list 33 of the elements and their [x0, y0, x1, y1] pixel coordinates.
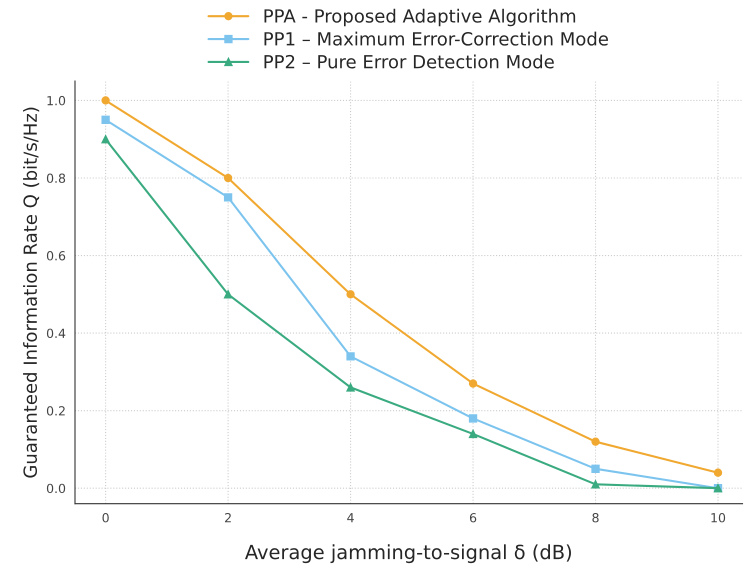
point [591, 480, 600, 489]
legend-label: PPA - Proposed Adaptive Algorithm [264, 8, 576, 26]
point [101, 116, 110, 124]
point [346, 290, 355, 298]
point [101, 96, 110, 105]
y-tick-label: 0.8 [46, 173, 66, 183]
point [714, 468, 722, 477]
x-tick-label: 0 [102, 512, 109, 522]
y-tick-label: 0.4 [46, 328, 66, 338]
y-tick-label: 0.6 [46, 251, 66, 260]
y-tick-label: 1.0 [47, 96, 66, 106]
y-axis-title: Guaranteed Information Rate Q (bit/s/Hz) [23, 108, 40, 478]
x-tick-label: 6 [470, 512, 476, 522]
x-axis-title: Average jamming-to-signal δ (dB) [244, 544, 571, 564]
point [224, 193, 232, 202]
y-tick-label: 0.2 [46, 406, 65, 416]
point [468, 379, 478, 388]
point [224, 174, 232, 182]
legend-label: PP2 – Pure Error Detection Mode [264, 54, 554, 69]
point [591, 438, 600, 446]
x-tick-label: 4 [347, 513, 354, 522]
point [468, 430, 478, 438]
x-tick-label: 2 [225, 512, 231, 522]
point [346, 352, 355, 361]
point [346, 383, 355, 392]
point [224, 290, 232, 298]
x-tick-label: 10 [711, 512, 726, 522]
point [468, 414, 478, 423]
legend-label: PP1 – Maximum Error-Correction Mode [264, 32, 608, 46]
point [591, 464, 600, 473]
x-tick-label: 8 [592, 512, 599, 522]
y-tick-label: 0.0 [46, 484, 66, 494]
point [101, 135, 110, 144]
